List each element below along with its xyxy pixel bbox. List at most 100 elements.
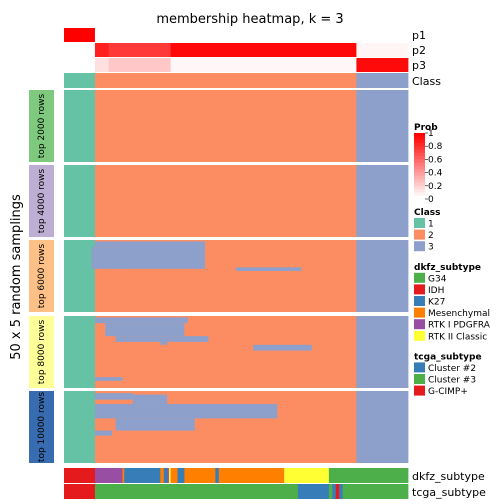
legends: Prob10.80.60.40.20Class123dkfz_subtypeG3… [414,123,491,397]
legend-title: dkfz_subtype [414,263,481,273]
prob-cell-p2-0 [64,43,96,57]
gradient-step [414,169,425,173]
gradient-tick-label: 0.4 [428,169,443,179]
gradient-step [414,185,425,190]
gradient-step [414,146,425,150]
prob-cell-p2-3 [170,43,357,57]
gradient-step [414,179,425,183]
section-column-2 [356,240,409,312]
legend-item-label: Cluster #3 [428,376,476,386]
prob-cell-p1-1 [94,28,409,42]
membership-block-3 [160,341,168,345]
gradient-step [414,142,425,147]
gradient-tick-label: 0.2 [428,182,442,192]
annotation-row-label-dkfz_subtype: dkfz_subtype [412,470,485,483]
section-column-0 [64,165,96,237]
membership-block-4 [94,430,113,436]
annotation-cell-tcga_subtype-4 [332,484,337,499]
legend-tcga_subtype: tcga_subtype Cluster #2 Cluster #3G-CIMP+ [414,352,482,397]
membership-block-2 [115,336,209,342]
bottom-annotation-rows: dkfz_subtype tcga_subtype [64,468,486,499]
gradient-tick-label: 0.6 [428,155,443,165]
gradient-tick-label: 0.8 [428,142,443,152]
section-column-2 [356,165,409,237]
gradient-tick-label: 1 [428,129,434,139]
legend-swatch [414,296,425,306]
section-column-1 [94,90,357,162]
gradient-step [414,159,425,164]
legend-item-label: 1 [428,220,434,230]
legend-swatch [414,374,425,384]
legend-item-label: Cluster #2 [428,364,476,374]
class-row-label: Class [412,75,441,88]
gradient-step [414,136,425,140]
membership-block-1 [115,241,206,269]
section-column-0 [64,316,96,388]
section-column-2 [356,316,409,388]
gradient-step [414,133,425,137]
section-label: top 8000 rows [37,319,47,384]
gradient-step [414,152,425,157]
prob-cell-p2-4 [356,43,409,57]
gradient-step [414,139,425,144]
legend-item-label: Mesenchymal [428,309,490,319]
prob-row-label-p1: p1 [412,29,426,42]
legend-swatch [414,241,425,252]
section-label-box [29,316,54,388]
prob-cell-p1-0 [64,28,96,42]
gradient-step [414,162,425,167]
legend-item-label: K27 [428,298,445,308]
membership-block-3 [236,267,302,271]
annotation-cell-dkfz_subtype-9 [177,468,185,483]
membership-block-2 [91,247,126,269]
annotation-cell-dkfz_subtype-6 [167,468,170,483]
gradient-step [414,149,425,154]
legend-item-label: 3 [428,243,434,253]
section-label-box [29,240,54,312]
class-cell-1 [94,73,357,88]
prob-cell-p3-1 [94,58,110,72]
legend-swatch [414,330,425,341]
legend-swatch [414,229,425,240]
legend-item-label: IDH [428,286,444,296]
membership-block-0 [94,393,133,400]
legend-swatch [414,362,425,373]
annotation-cell-dkfz_subtype-10 [184,468,216,483]
annotation-cell-dkfz_subtype-5 [163,468,168,483]
legend-item-label: RTK II Classic [428,332,487,342]
section-5: top 10000 rows [29,391,409,463]
legend-swatch [414,307,425,318]
annotation-cell-tcga_subtype-6 [339,484,344,499]
annotation-cell-dkfz_subtype-13 [284,468,330,483]
section-label: top 2000 rows [37,93,47,158]
gradient-step [414,156,425,160]
legend-item-label: RTK I PDGFRA [428,321,491,331]
legend-swatch [414,385,425,396]
class-cell-0 [64,73,96,88]
legend-item-label: G34 [428,274,447,284]
y-axis-label: 50 x 5 random samplings [9,194,24,360]
annotation-cell-tcga_subtype-0 [64,484,96,499]
annotation-cell-dkfz_subtype-14 [328,468,409,483]
gradient-step [414,189,425,193]
prob-row-label-p3: p3 [412,59,426,72]
prob-cell-p2-1 [94,43,110,57]
annotation-cell-dkfz_subtype-7 [168,468,172,483]
gradient-step [414,175,425,180]
annotation-cell-tcga_subtype-5 [335,484,340,499]
membership-block-4 [253,344,312,351]
section-column-2 [356,90,409,162]
membership-block-1 [105,323,185,337]
section-column-1 [94,165,357,237]
annotation-cell-dkfz_subtype-12 [218,468,285,483]
membership-block-5 [94,377,123,381]
section-3: top 6000 rows [29,240,409,312]
annotation-cell-dkfz_subtype-4 [160,468,165,483]
section-label-box [29,391,54,463]
prob-cell-p3-3 [170,58,357,72]
gradient-step [414,166,425,170]
section-column-0 [64,90,96,162]
